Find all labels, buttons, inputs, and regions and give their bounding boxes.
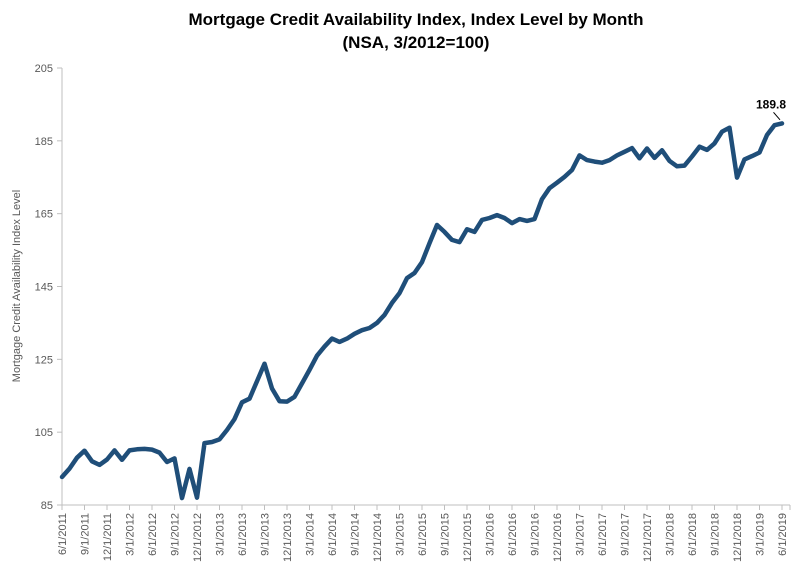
y-tick-label: 165	[35, 209, 53, 221]
y-tick-label: 85	[41, 500, 53, 512]
x-tick-label: 9/1/2015	[440, 513, 452, 556]
x-tick-label: 9/1/2017	[620, 513, 632, 556]
x-tick-label: 3/1/2016	[485, 513, 497, 556]
x-tick-label: 9/1/2012	[170, 513, 182, 556]
x-tick-label: 6/1/2018	[687, 513, 699, 556]
chart-subtitle: (NSA, 3/2012=100)	[342, 33, 490, 52]
x-tick-label: 12/1/2013	[282, 513, 294, 562]
x-tick-label: 9/1/2016	[530, 513, 542, 556]
x-tick-label: 3/1/2017	[575, 513, 587, 556]
y-tick-label: 205	[35, 63, 53, 75]
x-tick-label: 6/1/2016	[507, 513, 519, 556]
x-tick-label: 3/1/2012	[125, 513, 137, 556]
x-tick-label: 12/1/2017	[642, 513, 654, 562]
x-tick-label: 6/1/2019	[777, 513, 789, 556]
x-tick-label: 6/1/2013	[237, 513, 249, 556]
x-tick-label: 3/1/2015	[395, 513, 407, 556]
y-tick-label: 185	[35, 136, 53, 148]
x-tick-label: 12/1/2011	[102, 513, 114, 561]
y-tick-label: 145	[35, 282, 53, 294]
x-tick-label: 12/1/2016	[552, 513, 564, 562]
x-tick-label: 9/1/2013	[260, 513, 272, 556]
end-label-leader-line	[773, 112, 781, 121]
x-tick-label: 3/1/2013	[215, 513, 227, 556]
x-tick-label: 6/1/2011	[57, 513, 69, 555]
x-tick-label: 3/1/2014	[305, 513, 317, 556]
x-tick-label: 9/1/2018	[710, 513, 722, 556]
x-tick-label: 12/1/2018	[732, 513, 744, 562]
y-tick-label: 125	[35, 354, 53, 366]
x-tick-label: 6/1/2015	[417, 513, 429, 556]
x-tick-label: 9/1/2014	[350, 513, 362, 556]
chart-title-block: Mortgage Credit Availability Index, Inde…	[30, 8, 800, 54]
x-tick-label: 12/1/2014	[372, 513, 384, 562]
x-tick-label: 6/1/2012	[147, 513, 159, 556]
x-tick-label: 3/1/2019	[755, 513, 767, 556]
x-tick-label: 12/1/2012	[192, 513, 204, 562]
y-tick-label: 105	[35, 427, 53, 439]
chart-title: Mortgage Credit Availability Index, Inde…	[188, 10, 644, 29]
x-tick-label: 6/1/2017	[597, 513, 609, 556]
x-tick-label: 3/1/2018	[665, 513, 677, 556]
end-point-data-label: 189.8	[756, 97, 786, 111]
x-tick-label: 9/1/2011	[80, 513, 92, 555]
x-tick-label: 12/1/2015	[462, 513, 474, 562]
x-tick-label: 6/1/2014	[327, 513, 339, 556]
mcai-data-line	[59, 121, 785, 501]
